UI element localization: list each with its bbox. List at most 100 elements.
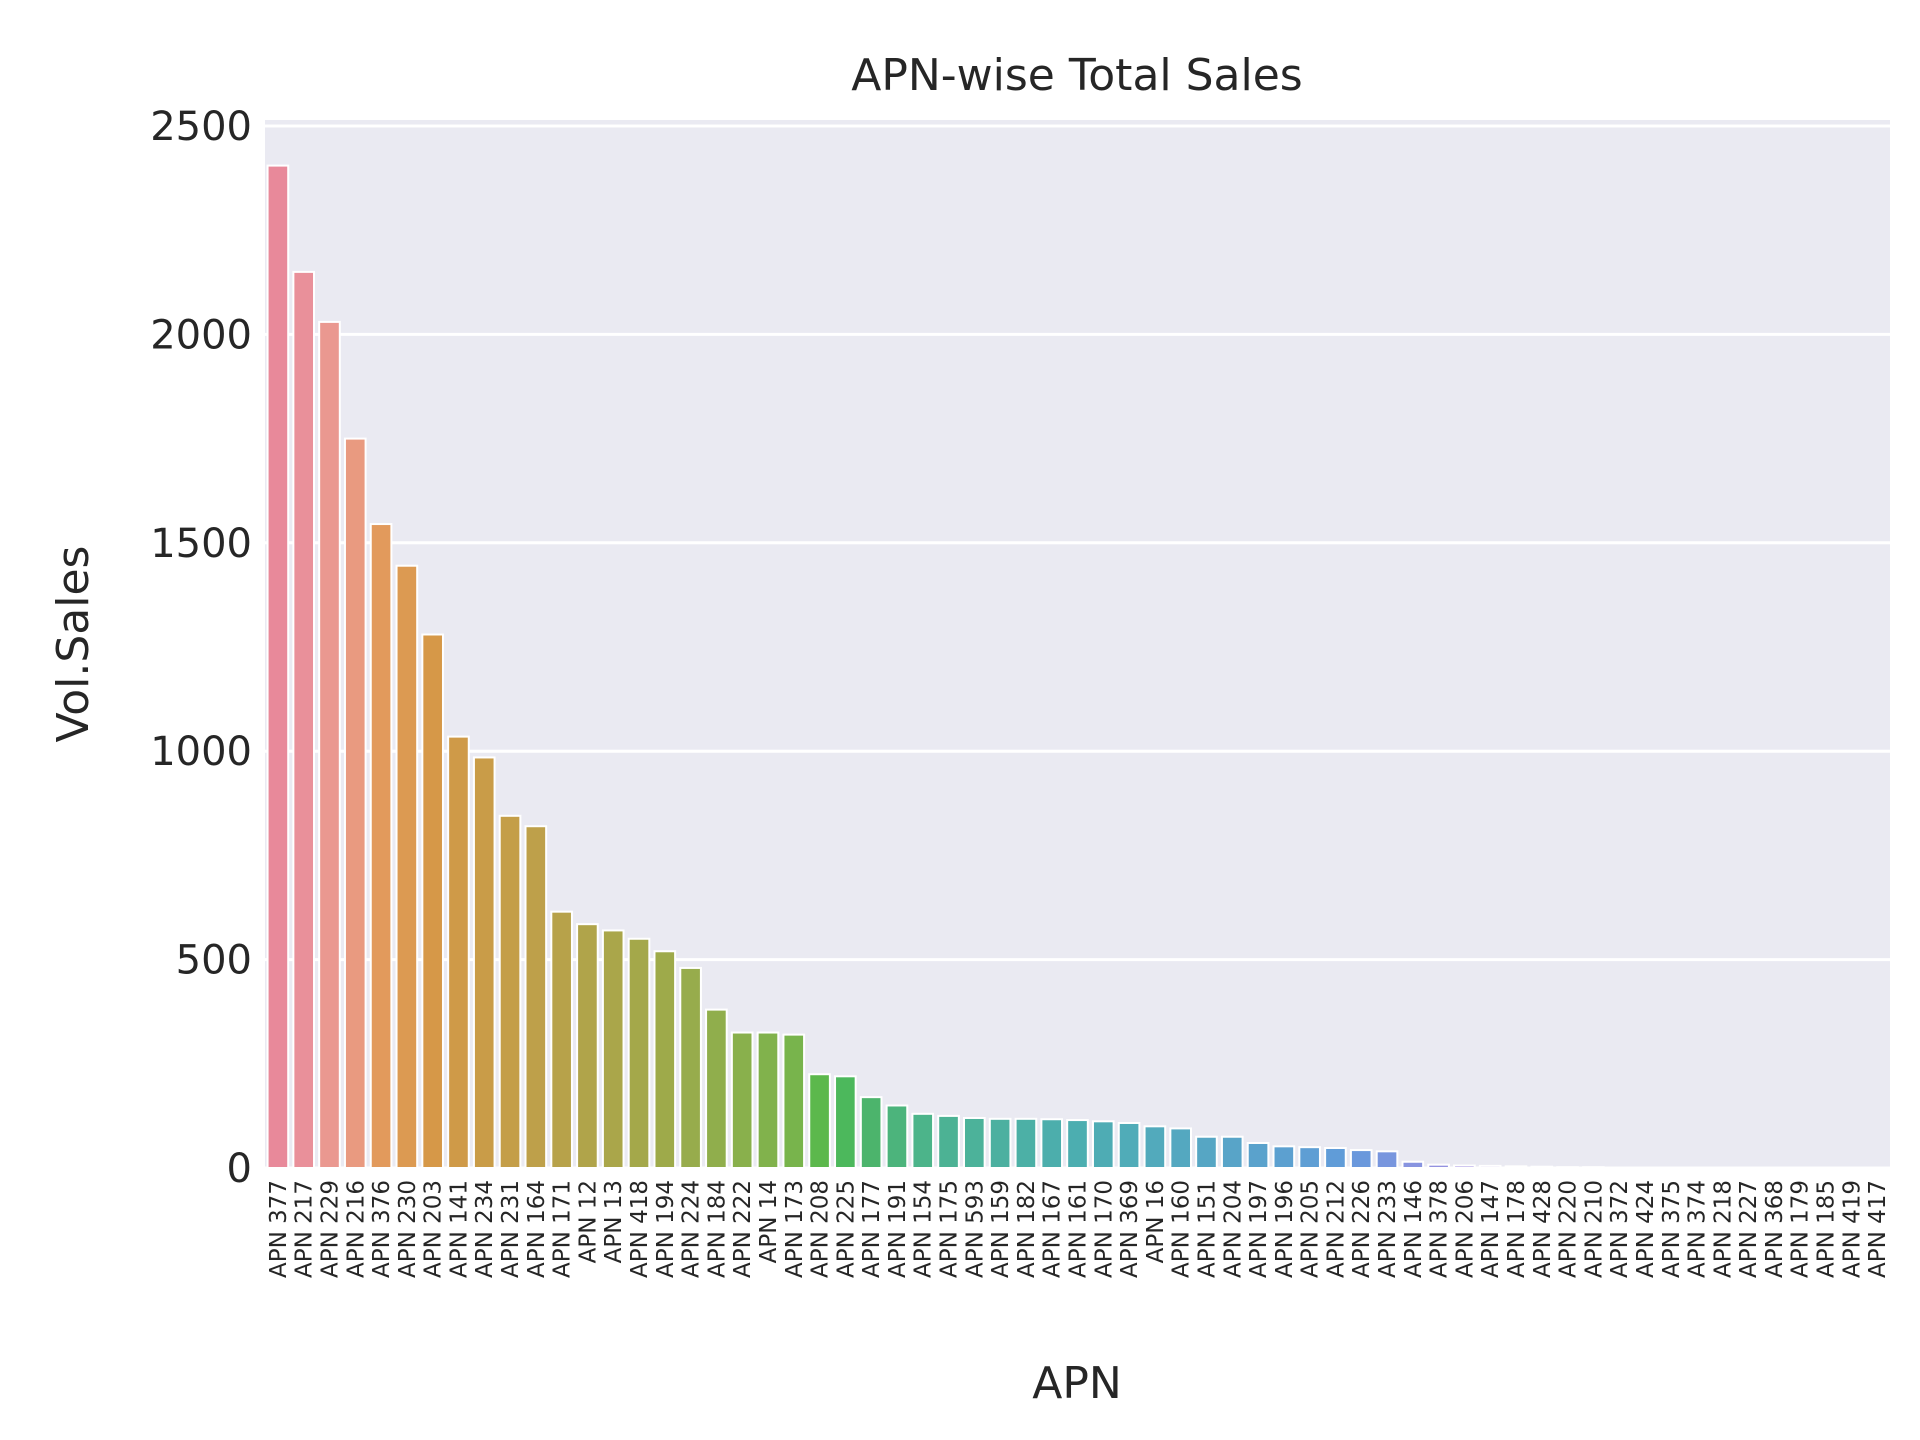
bar (1143, 1125, 1167, 1169)
x-tick-label: APN 196 (1272, 1180, 1298, 1278)
bar (756, 1031, 780, 1170)
y-tick-label: 1500 (150, 521, 252, 567)
x-tick-label: APN 428 (1530, 1180, 1556, 1278)
x-tick-label: APN 224 (679, 1180, 705, 1278)
bar (421, 633, 444, 1169)
x-tick-label: APN 184 (704, 1180, 730, 1278)
x-tick-label: APN 226 (1349, 1180, 1375, 1278)
y-tick-label: 1000 (150, 729, 252, 775)
bar (988, 1117, 1012, 1170)
x-tick-label: APN 185 (1814, 1180, 1840, 1278)
bar (1839, 1166, 1863, 1170)
bar (1427, 1163, 1450, 1170)
bar (1453, 1164, 1476, 1169)
bar (859, 1096, 883, 1170)
x-tick-label: APN 171 (550, 1180, 576, 1278)
bar (1582, 1166, 1605, 1169)
x-tick-label: APN 229 (317, 1180, 343, 1278)
x-tick-label: APN 179 (1788, 1180, 1814, 1278)
bar (1066, 1119, 1089, 1169)
bar (627, 937, 651, 1170)
x-tick-label: APN 182 (1014, 1180, 1040, 1278)
y-tick-label: 2500 (150, 104, 252, 150)
bar (1014, 1117, 1038, 1170)
x-tick-label: APN 418 (627, 1180, 653, 1278)
x-tick-label: APN 419 (1839, 1180, 1865, 1278)
x-tick-label: APN 197 (1246, 1180, 1272, 1278)
bar (1375, 1150, 1399, 1170)
x-tick-label: APN 216 (343, 1180, 369, 1278)
chart-title: APN-wise Total Sales (851, 50, 1302, 101)
x-tick-label: APN 173 (782, 1180, 808, 1278)
x-tick-label: APN 233 (1375, 1180, 1401, 1278)
x-tick-label: APN 12 (575, 1180, 601, 1263)
bar (1040, 1118, 1064, 1169)
bar (498, 814, 522, 1170)
bar (1169, 1127, 1192, 1170)
x-tick-label: APN 375 (1659, 1180, 1685, 1278)
x-tick-label: APN 206 (1452, 1180, 1478, 1278)
x-tick-label: APN 141 (446, 1180, 472, 1278)
bar (524, 825, 548, 1169)
bar (1865, 1166, 1889, 1170)
x-tick-label: APN 230 (395, 1180, 421, 1278)
bar (292, 270, 316, 1169)
x-tick-label: APN 178 (1504, 1180, 1530, 1278)
bar (1530, 1165, 1554, 1170)
x-tick-label: APN 208 (808, 1180, 834, 1278)
bar (705, 1008, 728, 1170)
bar (1762, 1166, 1786, 1170)
bar (1220, 1135, 1244, 1169)
x-tick-label: APN 161 (1066, 1180, 1092, 1278)
x-tick-label: APN 372 (1607, 1180, 1633, 1278)
bar (1556, 1166, 1579, 1169)
bar (808, 1073, 831, 1169)
bar (369, 523, 393, 1169)
bar (1349, 1149, 1373, 1170)
bar (318, 320, 341, 1169)
bar (1736, 1166, 1760, 1170)
x-tick-label: APN 217 (292, 1180, 318, 1278)
y-tick-label: 500 (176, 938, 252, 984)
bar (1504, 1165, 1528, 1169)
x-tick-label: APN 16 (1143, 1180, 1169, 1263)
bar (1633, 1166, 1657, 1170)
bar (963, 1116, 986, 1170)
x-axis-label: APN (1032, 1358, 1122, 1409)
x-tick-label: APN 154 (911, 1180, 937, 1278)
y-axis-label: Vol.Sales (48, 546, 99, 743)
x-tick-label: APN 225 (833, 1180, 859, 1278)
bar (1685, 1166, 1708, 1170)
x-tick-label: APN 234 (472, 1180, 498, 1278)
bar (266, 164, 290, 1169)
x-tick-label: APN 13 (601, 1180, 627, 1263)
bars (266, 164, 1889, 1170)
bar (1195, 1135, 1218, 1169)
bar (550, 910, 573, 1170)
bar (576, 923, 599, 1169)
x-tick-label: APN 231 (498, 1180, 524, 1278)
x-tick-label: APN 369 (1117, 1180, 1143, 1278)
x-tick-label: APN 218 (1710, 1180, 1736, 1278)
x-tick-label: APN 203 (421, 1180, 447, 1278)
x-tick-label: APN 374 (1685, 1180, 1711, 1278)
x-tick-label: APN 368 (1762, 1180, 1788, 1278)
x-tick-label: APN 151 (1194, 1180, 1220, 1278)
x-tick-label: APN 170 (1091, 1180, 1117, 1278)
bar (1814, 1166, 1837, 1170)
x-tick-label: APN 159 (988, 1180, 1014, 1278)
x-tick-label: APN 160 (1169, 1180, 1195, 1278)
x-tick-label: APN 424 (1633, 1180, 1659, 1278)
bar (447, 735, 470, 1169)
x-tick-label: APN 210 (1581, 1180, 1607, 1278)
bar (653, 950, 677, 1169)
bar (1091, 1120, 1115, 1169)
x-tick-label: APN 164 (524, 1180, 550, 1278)
bar (885, 1104, 909, 1169)
x-tick-label: APN 194 (653, 1180, 679, 1278)
bar (1298, 1146, 1321, 1170)
bar (1117, 1121, 1141, 1169)
bar (472, 756, 496, 1170)
x-tick-label: APN 175 (937, 1180, 963, 1278)
y-tick-label: 2000 (150, 312, 252, 358)
